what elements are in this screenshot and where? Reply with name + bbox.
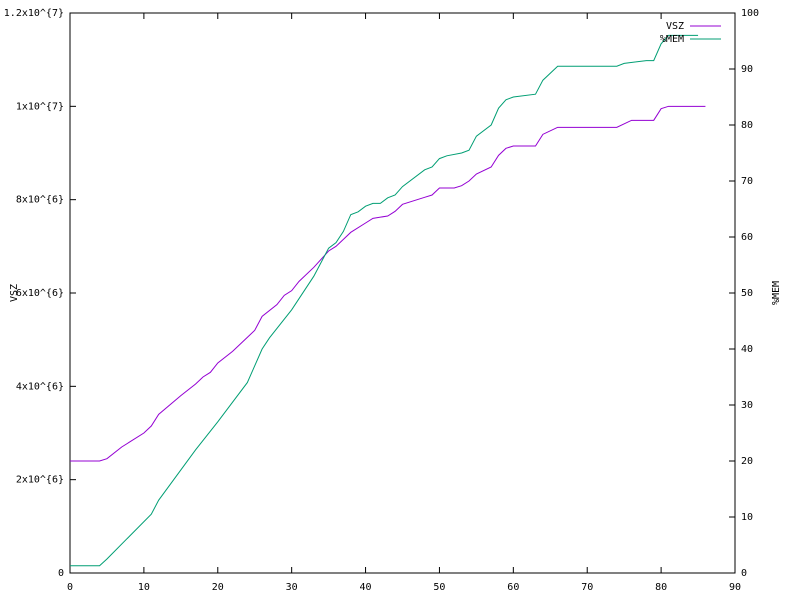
x-tick-label: 50 — [433, 582, 445, 593]
y-tick-label: 8x10^{6} — [16, 195, 64, 206]
y-tick-label: 0 — [58, 568, 64, 579]
y-axis-label: VSZ — [9, 284, 20, 302]
x-tick-label: 90 — [729, 582, 741, 593]
y2-tick-label: 30 — [741, 400, 753, 411]
y2-tick-label: 10 — [741, 512, 753, 523]
series-line — [70, 34, 699, 567]
x-tick-label: 20 — [212, 582, 224, 593]
y-tick-label: 2x10^{6} — [16, 475, 64, 486]
y2-tick-label: 90 — [741, 64, 753, 75]
y2-tick-label: 20 — [741, 456, 753, 467]
x-tick-label: 80 — [655, 582, 667, 593]
y2-tick-label: 80 — [741, 120, 753, 131]
y2-axis-label: %MEM — [771, 281, 782, 305]
x-tick-label: 40 — [360, 582, 372, 593]
x-tick-label: 60 — [507, 582, 519, 593]
y2-tick-label: 50 — [741, 288, 753, 299]
y2-tick-label: 100 — [741, 8, 759, 19]
y-tick-label: 6x10^{6} — [16, 288, 64, 299]
x-tick-label: 10 — [138, 582, 150, 593]
legend-label: VSZ — [666, 21, 684, 32]
x-tick-label: 0 — [67, 582, 73, 593]
y2-tick-label: 40 — [741, 344, 753, 355]
y-tick-label: 4x10^{6} — [16, 381, 64, 392]
x-tick-label: 70 — [581, 582, 593, 593]
series-line — [70, 105, 706, 462]
x-tick-label: 30 — [286, 582, 298, 593]
y2-tick-label: 70 — [741, 176, 753, 187]
y2-tick-label: 0 — [741, 568, 747, 579]
y-tick-label: 1x10^{7} — [16, 101, 64, 112]
y-tick-label: 1.2x10^{7} — [4, 8, 64, 19]
y2-tick-label: 60 — [741, 232, 753, 243]
legend-label: %MEM — [660, 34, 684, 45]
